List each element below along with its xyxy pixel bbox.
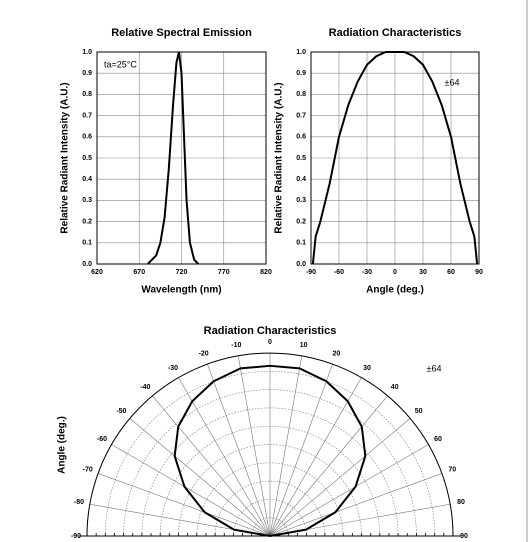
y-axis-label: Relative Radiant Intensity (A.U.) (60, 82, 71, 233)
y-tick-label: 0.5 (296, 155, 306, 162)
x-tick-label: 90 (475, 269, 483, 276)
grid-line (237, 355, 271, 537)
y-tick-label: 0.9 (82, 70, 92, 77)
grid-line (269, 395, 388, 537)
y-tick-label: 1.0 (82, 49, 92, 56)
grid-line (269, 444, 429, 537)
grid-line (207, 363, 271, 537)
grid-line (152, 395, 271, 537)
x-axis-label: Angle (deg.) (366, 285, 424, 296)
y-tick-label: 0.2 (82, 218, 92, 225)
curve (173, 364, 367, 537)
theta-tick-label: -10 (231, 342, 241, 349)
y-tick-label: 0.2 (296, 218, 306, 225)
theta-tick-label: 80 (457, 499, 465, 506)
theta-tick-label: 10 (300, 342, 308, 349)
theta-tick-label: -80 (74, 499, 84, 506)
y-tick-label: 0.7 (296, 112, 306, 119)
theta-tick-label: 60 (434, 436, 442, 443)
grid-line (269, 418, 411, 537)
grid-line (129, 418, 271, 537)
x-tick-label: -90 (306, 269, 316, 276)
y-tick-label: 0.9 (296, 70, 306, 77)
y-tick-label: 0.6 (296, 134, 306, 141)
x-tick-label: 670 (133, 269, 145, 276)
y-tick-label: 0.4 (296, 176, 306, 183)
y-tick-label: 0.4 (82, 176, 92, 183)
chart-title: Relative Spectral Emission (111, 27, 252, 39)
theta-tick-label: 30 (363, 365, 371, 372)
y-axis-label: Angle (deg.) (57, 416, 68, 474)
theta-tick-label: 40 (391, 384, 399, 391)
curve (146, 51, 200, 265)
y-tick-label: 0.8 (296, 91, 306, 98)
y-tick-label: 0.3 (82, 197, 92, 204)
y-tick-label: 0.1 (82, 240, 92, 247)
theta-tick-label: -60 (97, 436, 107, 443)
x-tick-label: -60 (334, 269, 344, 276)
grid-line (97, 473, 271, 537)
y-tick-label: 0.3 (296, 197, 306, 204)
grid-circle (214, 480, 326, 537)
grid-line (269, 377, 362, 537)
x-tick-label: 720 (176, 269, 188, 276)
x-axis-label: Wavelength (nm) (141, 285, 221, 296)
grid-line (111, 444, 271, 537)
theta-tick-label: 70 (448, 466, 456, 473)
theta-tick-label: -90 (71, 533, 81, 540)
x-tick-label: 60 (447, 269, 455, 276)
y-tick-label: 0.5 (82, 155, 92, 162)
x-tick-label: 820 (260, 269, 272, 276)
y-tick-label: 0.1 (296, 240, 306, 247)
x-tick-label: 0 (393, 269, 397, 276)
grid-line (178, 377, 271, 537)
theta-tick-label: 90 (460, 533, 468, 540)
theta-tick-label: -40 (140, 384, 150, 391)
annotation: ±64 (445, 77, 460, 87)
y-axis-label: Relative Radiant Intensity (A.U.) (274, 82, 285, 233)
theta-tick-label: 50 (415, 408, 423, 415)
y-tick-label: 0.7 (82, 112, 92, 119)
annotation: ta=25°C (104, 59, 137, 69)
y-tick-label: 0.0 (296, 261, 306, 268)
y-tick-label: 1.0 (296, 49, 306, 56)
theta-tick-label: -30 (168, 365, 178, 372)
chart-title: Radiation Characteristics (204, 325, 337, 337)
x-tick-label: 30 (419, 269, 427, 276)
plot-frame (96, 51, 267, 265)
y-tick-label: 0.6 (82, 134, 92, 141)
grid-circle (251, 517, 289, 537)
y-tick-label: 0.0 (82, 261, 92, 268)
grid-circle (178, 444, 362, 537)
chart-title: Radiation Characteristics (329, 27, 462, 39)
grid-line (269, 355, 303, 537)
grid-line (269, 473, 443, 537)
theta-tick-label: -70 (83, 466, 93, 473)
outer-arc (86, 352, 454, 537)
x-tick-label: 620 (91, 269, 103, 276)
grid-circle (123, 389, 417, 537)
curve (311, 51, 479, 265)
grid-line (269, 363, 333, 537)
annotation: ±64 (427, 363, 442, 373)
theta-tick-label: 0 (268, 339, 272, 346)
x-tick-label: -30 (362, 269, 372, 276)
theta-tick-label: -50 (116, 408, 126, 415)
theta-tick-label: -20 (199, 351, 209, 358)
x-tick-label: 770 (218, 269, 230, 276)
theta-tick-label: 20 (332, 351, 340, 358)
y-tick-label: 0.8 (82, 91, 92, 98)
